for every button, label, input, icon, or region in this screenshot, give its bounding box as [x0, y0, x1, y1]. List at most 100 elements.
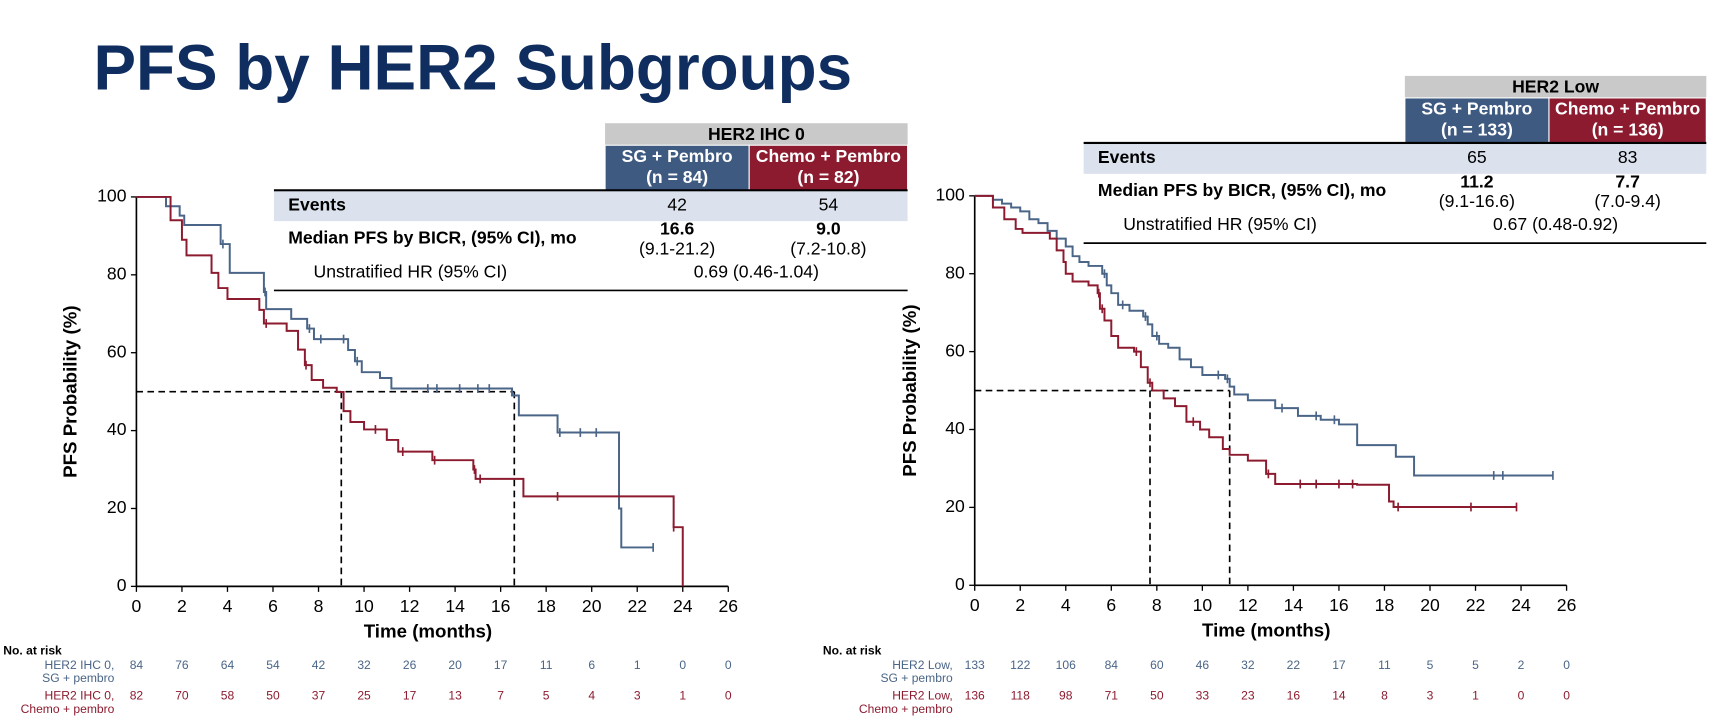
table-title: HER2 Low	[1512, 77, 1599, 97]
table-header-bg	[1404, 75, 1707, 98]
x-tick-label: 4	[223, 596, 233, 616]
median-ci: (9.1-21.2)	[639, 238, 715, 258]
y-tick-label: 0	[955, 574, 965, 594]
x-tick-label: 12	[1238, 595, 1258, 615]
risk-table-title: No. at risk	[3, 643, 62, 657]
risk-count: 54	[266, 658, 280, 672]
median-value: 7.7	[1615, 171, 1640, 191]
risk-count: 0	[725, 689, 732, 703]
x-tick-label: 6	[268, 596, 278, 616]
risk-table-title: No. at risk	[823, 643, 882, 657]
x-tick-label: 18	[536, 596, 556, 616]
y-tick-label: 80	[945, 262, 965, 282]
median-value: 9.0	[816, 219, 841, 239]
risk-count: 5	[1427, 658, 1434, 672]
y-tick-label: 100	[97, 186, 127, 206]
risk-count: 25	[357, 689, 371, 703]
x-tick-label: 22	[627, 596, 647, 616]
risk-row-label: HER2 Low,	[892, 689, 952, 703]
x-tick-label: 6	[1106, 595, 1116, 615]
x-tick-label: 20	[582, 596, 602, 616]
x-tick-label: 26	[718, 596, 738, 616]
survival-curve	[136, 195, 684, 587]
risk-count: 20	[448, 658, 462, 672]
x-tick-label: 10	[354, 596, 374, 616]
median-value: 16.6	[660, 219, 694, 239]
y-tick-label: 20	[945, 496, 965, 516]
risk-count: 64	[221, 658, 235, 672]
x-axis-label: Time (months)	[1202, 619, 1330, 640]
x-tick-label: 8	[1152, 595, 1162, 615]
y-axis-label: PFS Probability (%)	[59, 305, 80, 477]
row-label: Unstratified HR (95% CI)	[1123, 214, 1317, 234]
y-tick-label: 80	[107, 263, 127, 283]
risk-count: 33	[1196, 689, 1210, 703]
x-tick-label: 12	[400, 596, 420, 616]
risk-row-label: Chemo + pembro	[859, 702, 953, 716]
median-ci: (7.0-9.4)	[1594, 191, 1661, 211]
risk-count: 13	[448, 689, 462, 703]
risk-count: 8	[1381, 689, 1388, 703]
risk-count: 6	[588, 658, 595, 672]
x-tick-label: 4	[1061, 595, 1071, 615]
x-tick-label: 14	[445, 596, 465, 616]
risk-row-label: Chemo + pembro	[21, 702, 115, 716]
row-label: Unstratified HR (95% CI)	[314, 261, 508, 281]
events-row-bg	[273, 191, 908, 222]
median-ci: (7.2-10.8)	[790, 238, 866, 258]
risk-count: 7	[497, 689, 504, 703]
risk-count: 84	[1105, 658, 1119, 672]
events-value: 54	[819, 194, 839, 214]
survival-curve	[974, 194, 1517, 508]
y-tick-label: 40	[945, 418, 965, 438]
risk-count: 3	[1427, 689, 1434, 703]
survival-curve	[136, 195, 654, 549]
risk-count: 5	[1472, 658, 1479, 672]
column-header: (n = 82)	[797, 167, 859, 187]
risk-count: 0	[1563, 689, 1570, 703]
risk-count: 22	[1287, 658, 1301, 672]
x-tick-label: 26	[1557, 595, 1577, 615]
risk-count: 46	[1196, 658, 1210, 672]
risk-count: 2	[1518, 658, 1525, 672]
risk-count: 42	[312, 658, 326, 672]
risk-count: 98	[1059, 689, 1073, 703]
risk-count: 32	[1241, 658, 1255, 672]
risk-count: 17	[403, 689, 417, 703]
events-value: 42	[667, 194, 687, 214]
y-tick-label: 60	[945, 340, 965, 360]
risk-count: 133	[965, 658, 985, 672]
risk-count: 1	[679, 689, 686, 703]
x-tick-label: 24	[1511, 595, 1531, 615]
x-axis-label: Time (months)	[364, 621, 492, 642]
x-tick-label: 18	[1375, 595, 1395, 615]
row-label: Median PFS by BICR, (95% CI), mo	[1098, 180, 1387, 200]
column-header: SG + Pembro	[622, 146, 733, 166]
risk-count: 4	[588, 689, 595, 703]
row-label: Events	[1098, 147, 1156, 167]
table-title: HER2 IHC 0	[708, 124, 805, 144]
column-header-bg	[1548, 97, 1707, 144]
x-tick-label: 22	[1466, 595, 1486, 615]
risk-count: 26	[403, 658, 417, 672]
risk-count: 76	[175, 658, 189, 672]
y-tick-label: 100	[935, 184, 965, 204]
column-header: (n = 133)	[1441, 120, 1513, 140]
risk-count: 1	[1472, 689, 1479, 703]
column-header: (n = 136)	[1592, 120, 1664, 140]
risk-count: 60	[1150, 658, 1164, 672]
risk-count: 70	[175, 689, 189, 703]
risk-count: 58	[221, 689, 235, 703]
row-label: Median PFS by BICR, (95% CI), mo	[288, 227, 577, 247]
x-tick-label: 0	[970, 595, 980, 615]
x-tick-label: 2	[1015, 595, 1025, 615]
survival-curve	[974, 194, 1553, 477]
column-header: Chemo + Pembro	[756, 146, 901, 166]
risk-count: 17	[1332, 658, 1346, 672]
risk-row-label: SG + pembro	[880, 671, 953, 685]
risk-count: 71	[1105, 689, 1119, 703]
slide-title: PFS by HER2 Subgroups	[94, 31, 853, 103]
row-label: Events	[288, 194, 346, 214]
column-header: (n = 84)	[646, 167, 708, 187]
